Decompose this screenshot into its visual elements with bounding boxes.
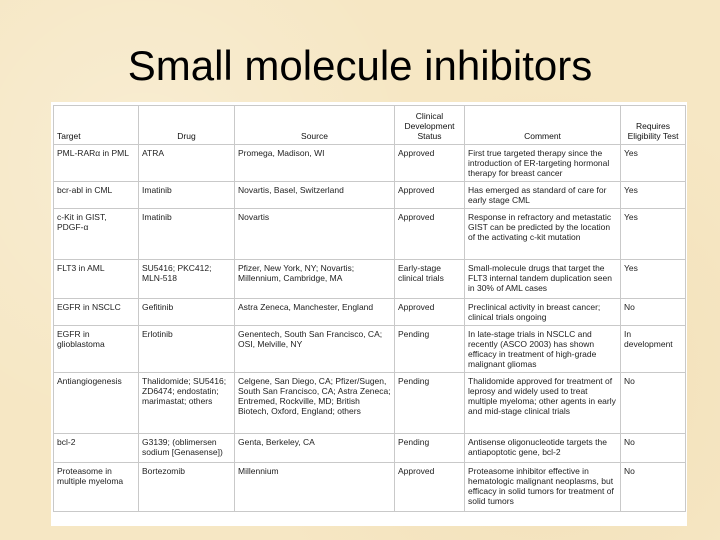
table-row: Antiangiogenesis Thalidomide; SU5416; ZD…: [53, 372, 686, 434]
cell-comment: Response in refractory and metastatic GI…: [464, 208, 621, 260]
cell-source: Novartis: [234, 208, 395, 260]
cell-status: Approved: [394, 462, 465, 512]
cell-comment: Antisense oligonucleotide targets the an…: [464, 433, 621, 463]
inhibitors-table: Target Drug Source Clinical Development …: [53, 105, 686, 512]
table-row: EGFR in NSCLC Gefitinib Astra Zeneca, Ma…: [53, 298, 686, 326]
cell-comment: Thalidomide approved for treatment of le…: [464, 372, 621, 434]
cell-status: Pending: [394, 433, 465, 463]
cell-eligibility: Yes: [620, 259, 686, 299]
cell-drug: SU5416; PKC412; MLN-518: [138, 259, 235, 299]
cell-eligibility: Yes: [620, 181, 686, 209]
cell-eligibility: No: [620, 372, 686, 434]
cell-eligibility: Yes: [620, 208, 686, 260]
header-comment: Comment: [464, 105, 621, 145]
cell-status: Approved: [394, 298, 465, 326]
header-clinical-status: Clinical Development Status: [394, 105, 465, 145]
cell-target: EGFR in glioblastoma: [53, 325, 139, 373]
slide-title: Small molecule inhibitors: [127, 42, 593, 89]
header-target: Target: [53, 105, 139, 145]
cell-target: FLT3 in AML: [53, 259, 139, 299]
cell-comment: Has emerged as standard of care for earl…: [464, 181, 621, 209]
cell-comment: First true targeted therapy since the in…: [464, 144, 621, 182]
cell-comment: In late-stage trials in NSCLC and recent…: [464, 325, 621, 373]
cell-source: Novartis, Basel, Switzerland: [234, 181, 395, 209]
cell-source: Astra Zeneca, Manchester, England: [234, 298, 395, 326]
cell-drug: Imatinib: [138, 208, 235, 260]
cell-comment: Small-molecule drugs that target the FLT…: [464, 259, 621, 299]
cell-status: Approved: [394, 208, 465, 260]
cell-eligibility: Yes: [620, 144, 686, 182]
cell-source: Millennium: [234, 462, 395, 512]
cell-drug: G3139; (oblimersen sodium [Genasense]): [138, 433, 235, 463]
cell-comment: Proteasome inhibitor effective in hemato…: [464, 462, 621, 512]
table-row: PML-RARα in PML ATRA Promega, Madison, W…: [53, 144, 686, 182]
cell-status: Early-stage clinical trials: [394, 259, 465, 299]
cell-drug: Erlotinib: [138, 325, 235, 373]
cell-target: PML-RARα in PML: [53, 144, 139, 182]
table-header-row: Target Drug Source Clinical Development …: [53, 105, 686, 145]
table-row: bcl-2 G3139; (oblimersen sodium [Genasen…: [53, 433, 686, 463]
table-row: c-Kit in GIST, PDGF-α Imatinib Novartis …: [53, 208, 686, 260]
cell-comment: Preclinical activity in breast cancer; c…: [464, 298, 621, 326]
cell-status: Approved: [394, 144, 465, 182]
table-row: FLT3 in AML SU5416; PKC412; MLN-518 Pfiz…: [53, 259, 686, 299]
cell-source: Promega, Madison, WI: [234, 144, 395, 182]
cell-eligibility: No: [620, 298, 686, 326]
header-source: Source: [234, 105, 395, 145]
header-eligibility-test: Requires Eligibility Test: [620, 105, 686, 145]
cell-target: bcr-abl in CML: [53, 181, 139, 209]
cell-source: Genta, Berkeley, CA: [234, 433, 395, 463]
cell-source: Pfizer, New York, NY; Novartis; Millenni…: [234, 259, 395, 299]
cell-target: Proteasome in multiple myeloma: [53, 462, 139, 512]
cell-eligibility: No: [620, 462, 686, 512]
table-row: EGFR in glioblastoma Erlotinib Genentech…: [53, 325, 686, 373]
cell-drug: Bortezomib: [138, 462, 235, 512]
cell-target: Antiangiogenesis: [53, 372, 139, 434]
cell-status: Approved: [394, 181, 465, 209]
header-drug: Drug: [138, 105, 235, 145]
cell-eligibility: In development: [620, 325, 686, 373]
cell-drug: Imatinib: [138, 181, 235, 209]
cell-status: Pending: [394, 372, 465, 434]
table-container: Target Drug Source Clinical Development …: [51, 102, 687, 526]
cell-drug: Thalidomide; SU5416; ZD6474; endostatin;…: [138, 372, 235, 434]
cell-drug: ATRA: [138, 144, 235, 182]
cell-target: bcl-2: [53, 433, 139, 463]
cell-target: c-Kit in GIST, PDGF-α: [53, 208, 139, 260]
cell-eligibility: No: [620, 433, 686, 463]
cell-source: Celgene, San Diego, CA; Pfizer/Sugen, So…: [234, 372, 395, 434]
cell-drug: Gefitinib: [138, 298, 235, 326]
cell-source: Genentech, South San Francisco, CA; OSI,…: [234, 325, 395, 373]
cell-target: EGFR in NSCLC: [53, 298, 139, 326]
table-row: bcr-abl in CML Imatinib Novartis, Basel,…: [53, 181, 686, 209]
cell-status: Pending: [394, 325, 465, 373]
table-row: Proteasome in multiple myeloma Bortezomi…: [53, 462, 686, 512]
